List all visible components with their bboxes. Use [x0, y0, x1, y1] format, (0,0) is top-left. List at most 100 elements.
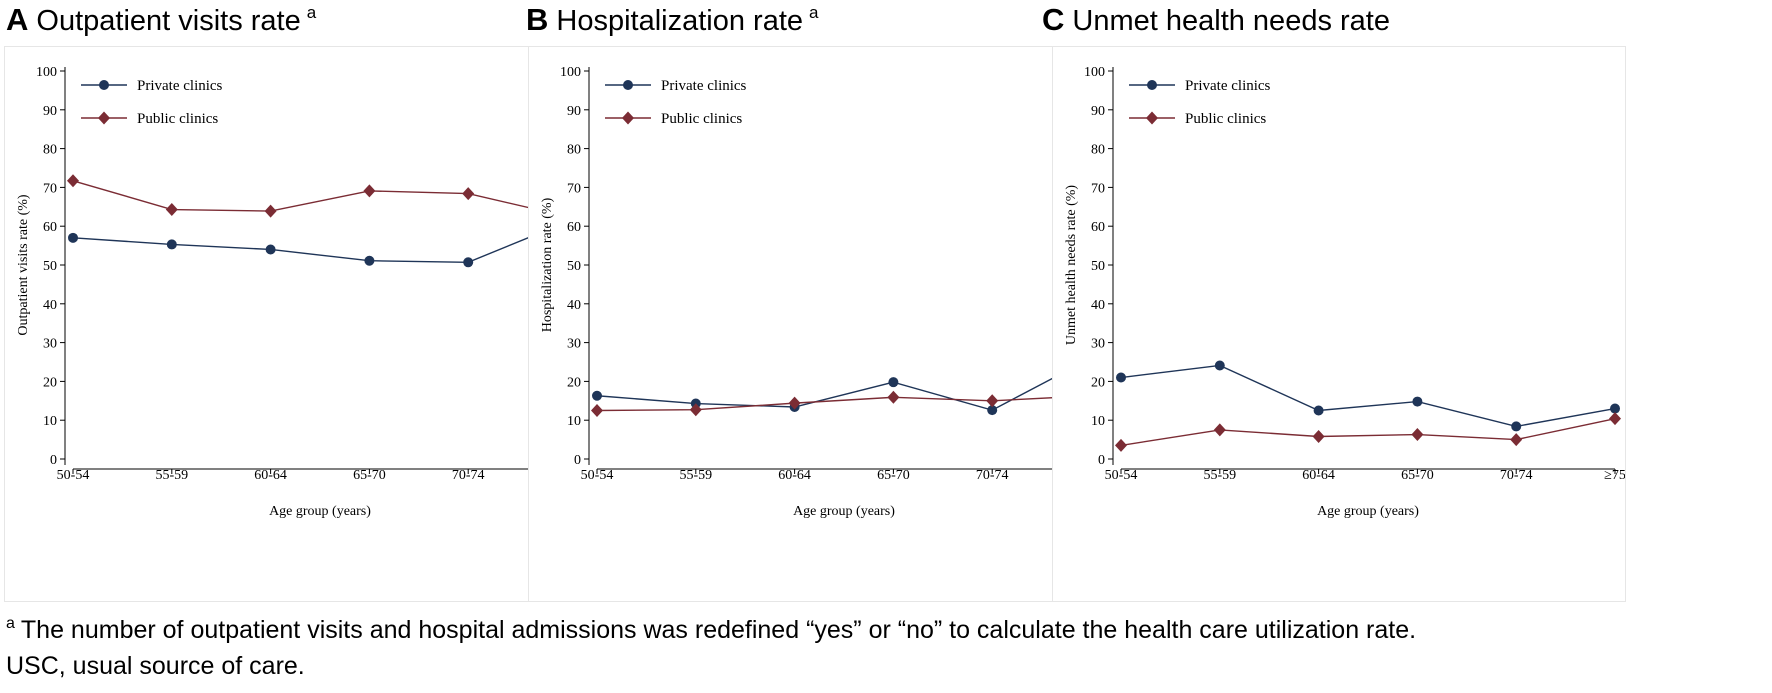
panel-a-heading: A Outpatient visits rate a — [6, 2, 316, 42]
legend-marker-public — [622, 111, 634, 125]
legend-marker-private — [1147, 80, 1157, 90]
data-point-public — [67, 174, 79, 188]
y-tick-label: 60 — [43, 220, 57, 235]
x-tick-label: 50-54 — [1105, 468, 1138, 483]
chart-b-svg: 0 10 20 30 40 50 60 70 80 90 100 50-54 55-59 60-64 65-… — [540, 65, 1101, 519]
footnote-line-1: a The number of outpatient visits and hos… — [6, 614, 1416, 650]
legend-label-private: Private clinics — [661, 78, 747, 94]
data-point-private — [1214, 360, 1225, 371]
y-tick-label: 60 — [1091, 220, 1105, 235]
data-point-public — [986, 394, 999, 408]
data-point-private — [1313, 405, 1324, 416]
x-tick-label: 55-59 — [679, 468, 712, 483]
data-point-private — [68, 232, 78, 243]
data-point-private — [1412, 396, 1423, 407]
data-point-public — [887, 390, 900, 404]
chart-b: 0 10 20 30 40 50 60 70 80 90 100 50-54 55-59 60-64 65-… — [528, 46, 1102, 602]
y-tick-label: 90 — [567, 104, 581, 119]
y-tick-label: 10 — [1091, 414, 1105, 429]
y-tick-label: 80 — [43, 143, 57, 158]
footnote-text-1: The number of outpatient visits and hosp… — [20, 616, 1417, 644]
legend-marker-private — [99, 80, 109, 90]
y-axis-title: Outpatient visits rate (%) — [16, 194, 31, 335]
legend-marker-private — [623, 80, 633, 90]
footnote: a The number of outpatient visits and hos… — [6, 614, 1416, 682]
y-tick-label: 90 — [1091, 104, 1105, 119]
x-tick-label: 60-64 — [1302, 468, 1335, 483]
y-tick-label: 30 — [1091, 337, 1105, 352]
y-tick-label: 70 — [1091, 181, 1105, 196]
series-line-private — [596, 357, 1092, 411]
y-tick-label: 20 — [43, 375, 57, 390]
data-point-private — [592, 390, 602, 401]
y-tick-label: 90 — [43, 104, 57, 119]
data-point-public — [689, 403, 702, 417]
y-tick-label: 100 — [560, 65, 581, 80]
data-point-public — [591, 404, 603, 417]
panel-b-letter: B — [526, 2, 549, 37]
y-tick-label: 20 — [567, 375, 581, 390]
y-tick-label: 100 — [36, 65, 57, 80]
panel-c-letter: C — [1042, 2, 1065, 37]
data-point-private — [1511, 421, 1522, 432]
series-line-public — [72, 180, 568, 218]
data-point-private — [265, 244, 276, 255]
footnote-marker: a — [6, 615, 15, 632]
y-tick-label: 50 — [567, 259, 581, 274]
panel-b-heading: B Hospitalization rate a — [526, 2, 819, 42]
data-point-public — [788, 396, 801, 410]
legend-marker-public — [1146, 111, 1158, 125]
x-tick-label: 70-74 — [1500, 468, 1533, 483]
y-tick-label: 0 — [574, 453, 581, 468]
y-tick-label: 40 — [1091, 298, 1105, 313]
data-point-private — [463, 257, 474, 268]
x-tick-label: 70-74 — [976, 468, 1009, 483]
y-tick-label: 80 — [1091, 143, 1105, 158]
data-point-public — [1312, 429, 1325, 443]
y-tick-label: 60 — [567, 220, 581, 235]
x-axis-title: Age group (years) — [1317, 504, 1419, 519]
panel-a-title: Outpatient visits rate — [36, 5, 301, 37]
panel-b-superscript: a — [809, 3, 819, 22]
y-tick-label: 30 — [43, 337, 57, 352]
panel-a-letter: A — [6, 2, 29, 37]
chart-a-svg: 0 10 20 30 40 50 60 70 80 90 100 50-54 55-59 60-64 65-… — [16, 65, 577, 519]
data-point-private — [1116, 372, 1126, 383]
data-point-public — [1510, 433, 1523, 447]
data-point-public — [1115, 438, 1127, 452]
x-axis-title: Age group (years) — [269, 504, 371, 519]
y-tick-label: 80 — [567, 143, 581, 158]
data-point-public — [1411, 428, 1424, 442]
y-axis-title: Hospitalization rate (%) — [540, 197, 555, 332]
x-tick-label: 60-64 — [254, 468, 287, 483]
y-tick-label: 10 — [43, 414, 57, 429]
panel-b-title: Hospitalization rate — [556, 5, 804, 37]
y-tick-label: 0 — [50, 453, 57, 468]
panel-c-title: Unmet health needs rate — [1072, 5, 1390, 37]
series-line-private — [1120, 364, 1616, 428]
panel-a-superscript: a — [306, 3, 317, 22]
x-tick-label: 50-54 — [57, 468, 90, 483]
y-tick-label: 40 — [43, 298, 57, 313]
y-tick-label: 50 — [1091, 259, 1105, 274]
data-point-public — [165, 203, 178, 217]
data-point-private — [987, 405, 998, 416]
legend-label-private: Private clinics — [137, 78, 223, 94]
legend-label-private: Private clinics — [1185, 78, 1271, 94]
series-line-public — [1120, 417, 1616, 447]
data-point-public — [1213, 423, 1226, 437]
chart-c: 0 10 20 30 40 50 60 70 80 90 100 50-54 55-59 60-64 65-… — [1052, 46, 1626, 602]
data-point-private — [1610, 403, 1620, 414]
data-point-private — [888, 377, 899, 388]
y-tick-label: 50 — [43, 259, 57, 274]
chart-a: 0 10 20 30 40 50 60 70 80 90 100 50-54 55-59 60-64 65-… — [4, 46, 578, 602]
footnote-line-2: USC, usual source of care. — [6, 652, 305, 680]
x-tick-label: ≥75 — [1604, 468, 1625, 483]
legend-label-public: Public clinics — [1185, 111, 1266, 127]
x-tick-label: 65-70 — [877, 468, 910, 483]
y-tick-label: 40 — [567, 298, 581, 313]
x-tick-label: 65-70 — [353, 468, 386, 483]
x-tick-label: 50-54 — [581, 468, 614, 483]
y-tick-label: 30 — [567, 337, 581, 352]
chart-c-svg: 0 10 20 30 40 50 60 70 80 90 100 50-54 55-59 60-64 65-… — [1064, 65, 1625, 519]
